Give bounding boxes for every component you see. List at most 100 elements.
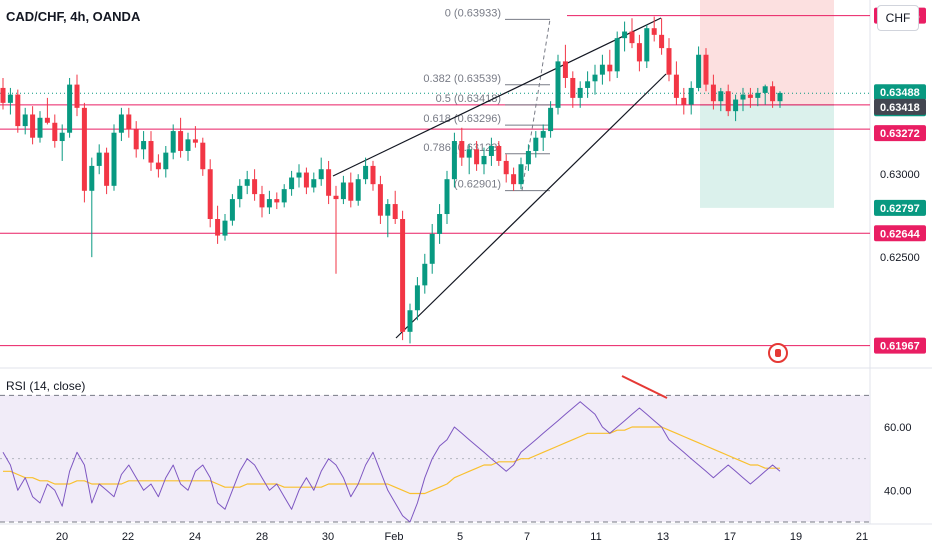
rsi-axis-label: 60.00 bbox=[884, 422, 912, 434]
candle-body bbox=[629, 31, 635, 44]
candle-body bbox=[607, 64, 613, 72]
time-axis-label: 24 bbox=[189, 531, 201, 543]
candle-body bbox=[318, 169, 324, 180]
candle-body bbox=[252, 179, 258, 195]
candle-body bbox=[592, 74, 598, 82]
candle-body bbox=[244, 179, 250, 186]
candle-body bbox=[311, 179, 317, 188]
candle-body bbox=[15, 94, 21, 127]
candle-body bbox=[37, 117, 43, 138]
candle-body bbox=[525, 150, 531, 165]
candle-body bbox=[725, 91, 731, 112]
candle-body bbox=[666, 48, 672, 75]
candle-body bbox=[44, 117, 50, 123]
time-axis-label: 22 bbox=[122, 531, 134, 543]
candle-body bbox=[562, 61, 568, 78]
candle-body bbox=[222, 220, 228, 236]
candle-body bbox=[89, 165, 95, 191]
candle-body bbox=[118, 114, 124, 133]
candle-body bbox=[673, 74, 679, 98]
candle-body bbox=[651, 28, 657, 35]
candle-body bbox=[755, 92, 761, 98]
candle-body bbox=[74, 84, 80, 108]
candle-body bbox=[777, 92, 783, 102]
candle-body bbox=[333, 195, 339, 200]
candle-body bbox=[444, 179, 450, 215]
candle-body bbox=[481, 155, 487, 165]
currency-selector[interactable]: CHF bbox=[877, 5, 919, 31]
price-tag-text: 0.63272 bbox=[880, 128, 920, 140]
canada-flag-icon[interactable] bbox=[768, 343, 788, 363]
candle-body bbox=[474, 149, 480, 165]
candle-body bbox=[370, 165, 376, 185]
rsi-line bbox=[2, 401, 781, 523]
candle-body bbox=[622, 31, 628, 39]
time-axis-label: 13 bbox=[657, 531, 669, 543]
price-tag-text: 0.61967 bbox=[880, 341, 920, 353]
candle-body bbox=[570, 77, 576, 98]
candle-body bbox=[30, 114, 36, 138]
price-tag-text: 0.62797 bbox=[880, 203, 920, 215]
candle-body bbox=[548, 107, 554, 132]
time-axis-label: 28 bbox=[256, 531, 268, 543]
candle-body bbox=[518, 164, 524, 185]
candle-body bbox=[577, 87, 583, 98]
candle-body bbox=[703, 54, 709, 85]
maple-leaf-icon bbox=[775, 349, 781, 357]
candle-body bbox=[614, 38, 620, 72]
take-profit-zone bbox=[700, 104, 834, 208]
candle-body bbox=[681, 97, 687, 105]
candle-body bbox=[355, 179, 361, 201]
candle-body bbox=[259, 194, 265, 208]
candle-body bbox=[326, 169, 332, 196]
time-axis-label: 5 bbox=[457, 531, 463, 543]
candle-body bbox=[155, 162, 161, 170]
candle-body bbox=[363, 165, 369, 180]
candle-body bbox=[503, 160, 509, 175]
fib-level-label: (0.62901) bbox=[454, 179, 501, 191]
wedge-upper-line bbox=[332, 17, 662, 177]
candle-body bbox=[740, 94, 746, 100]
price-tag-text: 0.63488 bbox=[880, 87, 920, 99]
time-axis-label: 19 bbox=[790, 531, 802, 543]
candle-body bbox=[451, 141, 457, 180]
price-tag-current bbox=[874, 84, 926, 101]
price-tag-level bbox=[874, 337, 926, 354]
candle-body bbox=[437, 214, 443, 234]
candle-body bbox=[422, 263, 428, 286]
rsi-axis-label: 40.00 bbox=[884, 485, 912, 497]
candle-body bbox=[400, 219, 406, 332]
candle-body bbox=[52, 122, 58, 142]
candle-body bbox=[659, 34, 665, 49]
price-tag-text: 0.62644 bbox=[880, 228, 921, 240]
fib-level-label: 0 (0.63933) bbox=[445, 7, 501, 19]
candle-body bbox=[303, 172, 309, 188]
candle-body bbox=[192, 139, 198, 143]
candle-body bbox=[178, 131, 184, 151]
candle-body bbox=[7, 94, 13, 103]
candle-body bbox=[59, 132, 65, 142]
candle-body bbox=[733, 99, 739, 112]
candle-body bbox=[0, 87, 6, 103]
candle-body bbox=[466, 149, 472, 158]
candle-body bbox=[555, 61, 561, 108]
price-axis-label: 0.62500 bbox=[880, 252, 920, 264]
candle-body bbox=[688, 87, 694, 105]
candle-body bbox=[770, 86, 776, 102]
candle-body bbox=[762, 86, 768, 93]
price-tag-level bbox=[874, 225, 926, 242]
candle-body bbox=[340, 182, 346, 200]
candle-body bbox=[237, 185, 243, 200]
rsi-divergence-line bbox=[621, 375, 668, 399]
candle-body bbox=[718, 91, 724, 102]
candle-body bbox=[266, 199, 272, 208]
time-axis-label: 7 bbox=[524, 531, 530, 543]
candle-body bbox=[747, 94, 753, 98]
wedge-lower-line bbox=[395, 73, 667, 339]
candle-body bbox=[104, 152, 110, 186]
price-tag-level bbox=[874, 125, 926, 142]
candle-body bbox=[96, 152, 102, 166]
candle-body bbox=[148, 141, 154, 163]
candle-body bbox=[377, 184, 383, 216]
